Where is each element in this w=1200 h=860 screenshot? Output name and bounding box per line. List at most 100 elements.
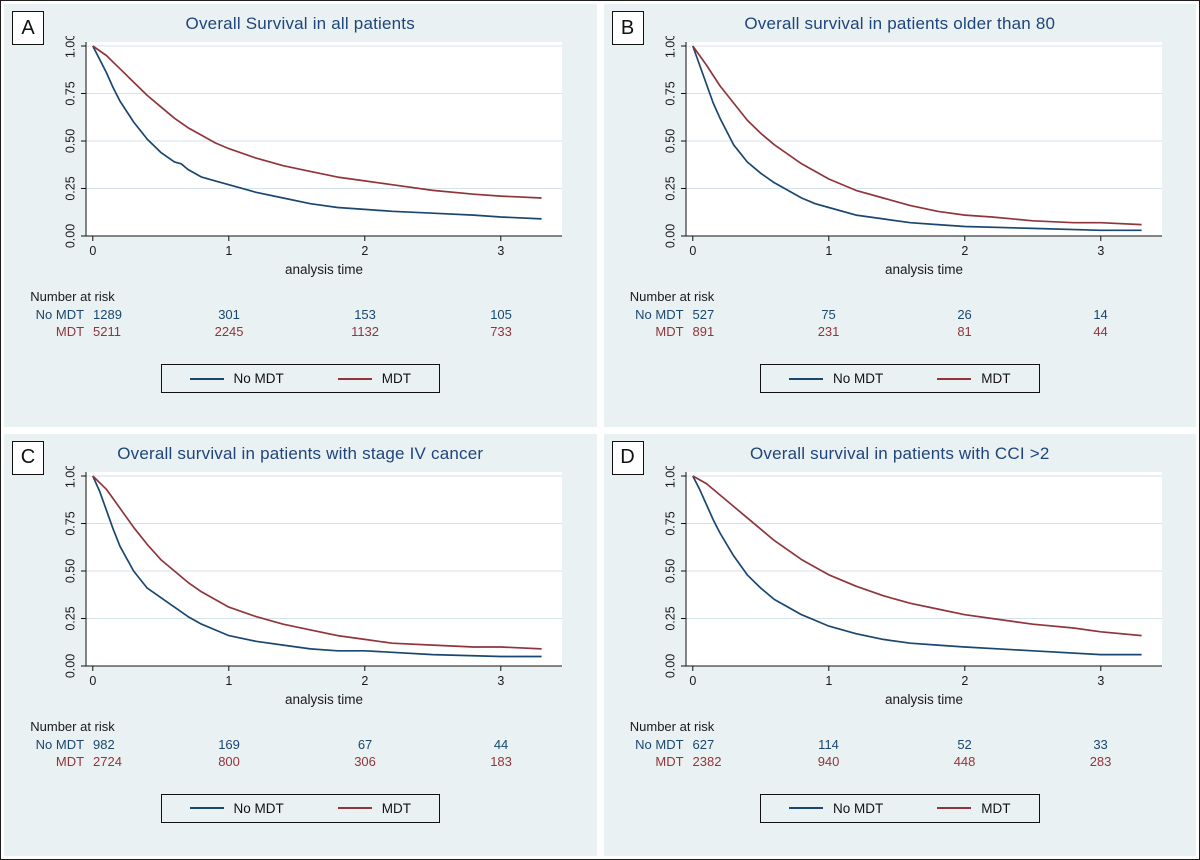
km-curve-mdt	[691, 45, 1142, 226]
legend-item-no-mdt: No MDT	[789, 371, 883, 386]
risk-row-no-mdt: No MDT 982 169 67 44	[30, 737, 570, 754]
risk-value: 1132	[351, 324, 380, 339]
risk-row-no-mdt: No MDT 527 75 26 14	[630, 307, 1170, 324]
y-tick-label: 0.50	[64, 558, 78, 582]
y-tick-label: 0.50	[663, 129, 677, 153]
risk-value: 75	[821, 307, 836, 322]
panel-letter-c: C	[12, 440, 44, 475]
x-axis-title: analysis time	[285, 692, 363, 707]
y-tick-label: 0.25	[64, 176, 78, 200]
risk-value: 44	[1093, 324, 1108, 339]
risk-value: 301	[218, 307, 240, 322]
y-tick-label: 0.25	[64, 606, 78, 630]
panel-b: B Overall survival in patients older tha…	[603, 4, 1196, 427]
risk-row-label: No MDT	[635, 736, 684, 752]
risk-value: 114	[818, 736, 839, 752]
x-axis-title: analysis time	[885, 692, 963, 707]
y-tick-label: 1.00	[64, 36, 78, 58]
risk-value: 448	[953, 753, 976, 769]
x-tick-label: 0	[90, 674, 97, 688]
legend-item-no-mdt: No MDT	[789, 801, 883, 816]
risk-value: 153	[354, 307, 376, 322]
y-tick-label: 0.75	[64, 81, 78, 105]
legend-a: No MDT MDT	[160, 364, 440, 393]
risk-table-header: Number at risk	[629, 289, 715, 304]
x-tick-label: 2	[961, 244, 968, 258]
risk-row-label: MDT	[55, 753, 85, 769]
risk-value: 67	[357, 736, 373, 752]
risk-value: 891	[692, 324, 715, 339]
legend-item-mdt: MDT	[937, 800, 1011, 816]
risk-value: 2245	[214, 324, 244, 339]
km-curve-no-mdt	[691, 475, 1142, 655]
x-tick-label: 3	[1097, 244, 1104, 258]
x-tick-label: 3	[1097, 674, 1104, 688]
legend-d: No MDT MDT	[760, 793, 1040, 823]
x-tick-label: 3	[498, 674, 505, 688]
mdt-line-swatch	[937, 807, 972, 809]
legend-c: No MDT MDT	[160, 793, 440, 823]
mdt-line-swatch	[937, 377, 972, 380]
risk-row-mdt: MDT 891 231 81 44	[630, 324, 1170, 341]
risk-value: 33	[1093, 736, 1108, 752]
x-tick-label: 0	[689, 244, 696, 258]
legend-b: No MDT MDT	[760, 364, 1040, 393]
x-tick-label: 2	[362, 674, 369, 688]
y-tick-label: 0.75	[663, 81, 677, 105]
legend-label-no-mdt: No MDT	[233, 800, 284, 816]
km-plot-c: 0.00 0.25 0.50 0.75 1.00 0 1 2 3 analysis time	[64, 466, 563, 707]
risk-value: 231	[817, 324, 840, 339]
y-tick-label: 0.75	[663, 511, 677, 535]
y-tick-label: 0.00	[64, 224, 78, 248]
legend-item-mdt: MDT	[337, 800, 411, 816]
risk-value: 81	[957, 324, 972, 339]
km-plot-b: 0.00 0.25 0.50 0.75 1.00 0 1 2 3 analysis time	[663, 36, 1162, 277]
legend-item-no-mdt: No MDT	[189, 800, 284, 816]
x-tick-label: 2	[961, 674, 968, 688]
risk-value: 940	[817, 753, 840, 769]
no-mdt-line-swatch	[789, 377, 823, 380]
mdt-line-swatch	[337, 807, 372, 809]
risk-value: 105	[490, 307, 512, 322]
risk-value: 306	[354, 753, 376, 769]
y-tick-label: 1.00	[663, 36, 677, 58]
risk-row-label: MDT	[655, 324, 684, 339]
panel-letter-d: D	[611, 440, 644, 475]
y-tick-label: 0.75	[64, 511, 78, 535]
risk-value: 2382	[692, 753, 722, 769]
risk-table-c: Number at risk No MDT 982 169 67 44 MDT 2724 8…	[30, 718, 570, 790]
risk-row-mdt: MDT 5211 2245 1132 733	[30, 324, 570, 341]
legend-label-mdt: MDT	[981, 800, 1011, 816]
no-mdt-line-swatch	[189, 807, 224, 809]
km-curve-mdt	[692, 474, 1142, 636]
risk-row-mdt: MDT 2382 940 448 283	[630, 754, 1170, 771]
legend-label-no-mdt: No MDT	[233, 371, 284, 386]
x-tick-label: 3	[498, 244, 505, 258]
legend-item-no-mdt: No MDT	[189, 371, 284, 386]
x-axis-title: analysis time	[285, 262, 363, 277]
risk-table-header: Number at risk	[30, 718, 115, 734]
risk-value: 169	[218, 736, 240, 752]
km-curve-no-mdt	[92, 475, 542, 657]
legend-label-mdt: MDT	[381, 800, 411, 816]
x-tick-label: 1	[825, 244, 832, 258]
legend-item-mdt: MDT	[337, 371, 411, 386]
panel-letter-b: B	[611, 11, 644, 45]
risk-row-label: No MDT	[35, 736, 85, 752]
risk-value: 52	[957, 736, 972, 752]
x-tick-label: 0	[90, 244, 97, 258]
x-tick-label: 1	[825, 674, 832, 688]
legend-item-mdt: MDT	[937, 371, 1011, 386]
y-tick-label: 0.25	[663, 606, 677, 630]
risk-value: 527	[692, 307, 715, 322]
risk-row-mdt: MDT 2724 800 306 183	[30, 754, 570, 771]
plot-region	[86, 42, 563, 236]
y-tick-label: 1.00	[663, 466, 677, 488]
y-tick-label: 1.00	[64, 466, 78, 488]
risk-value: 5211	[93, 324, 122, 339]
panel-title-d: Overall survival in patients with CCI >2	[750, 443, 1050, 463]
legend-label-mdt: MDT	[981, 371, 1011, 386]
no-mdt-line-swatch	[189, 377, 224, 380]
x-tick-label: 1	[226, 244, 233, 258]
legend-label-no-mdt: No MDT	[833, 371, 884, 386]
